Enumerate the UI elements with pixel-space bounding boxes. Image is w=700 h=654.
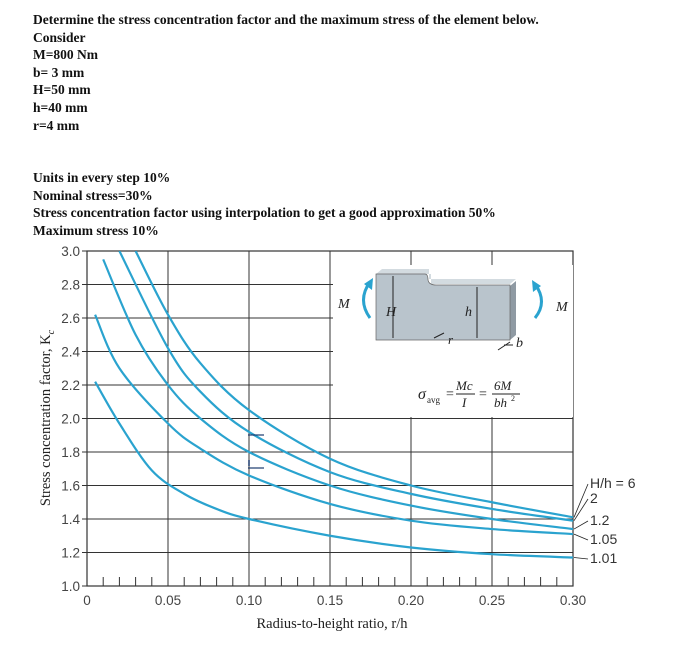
b-label: b [516, 336, 523, 351]
x-axis-title: Radius-to-height ratio, r/h [256, 616, 408, 632]
y-tick-labels: 1.0 1.2 1.4 1.6 1.8 2.0 2.2 2.4 2.6 2.8 3.0 [61, 244, 80, 594]
stepped-bar-side [510, 281, 516, 340]
x-tick-label: 0.20 [398, 593, 424, 608]
formula-sigma: σ [418, 386, 427, 403]
legend-leader [573, 498, 589, 521]
x-tick-label: 0.30 [560, 593, 586, 608]
given-h: h=40 mm [33, 99, 88, 115]
legend-leader [573, 520, 589, 530]
b-dimension [497, 341, 513, 351]
formula-equals-2: = [479, 387, 487, 402]
y-axis-title: Stress concentration factor, Kc [38, 329, 57, 506]
x-tick-labels: 0 0.05 0.10 0.15 0.20 0.25 0.30 [83, 593, 586, 608]
legend-label: H/h = 6 [590, 475, 636, 491]
chart-legend: H/h = 62 1.2 1.05 1.01 [573, 475, 636, 566]
x-tick-label: 0.10 [236, 593, 262, 608]
H-label: H [385, 305, 397, 320]
problem-title: Determine the stress concentration facto… [33, 12, 539, 27]
y-tick-label: 2.6 [61, 311, 80, 326]
stepped-bar-top [376, 269, 516, 284]
x-tick-label: 0.05 [155, 593, 181, 608]
legend-leader [573, 533, 589, 541]
x-minor-ticks [102, 577, 558, 586]
given-r: r=4 mm [33, 117, 80, 133]
plot-border [86, 250, 574, 587]
moment-right-label: M [555, 300, 569, 315]
x-tick-label: 0.25 [479, 593, 505, 608]
y-tick-label: 1.2 [61, 546, 80, 561]
r-leader [433, 332, 445, 339]
y-tick-label: 1.6 [61, 479, 80, 494]
nominal-stress-formula: σ avg = Mc I = 6M bh 2 [418, 378, 520, 410]
h-label: h [465, 305, 472, 320]
grading-max: Maximum stress 10% [33, 222, 159, 238]
formula-sigma-sub: avg [427, 395, 440, 405]
left-moment-arrowhead [364, 278, 373, 290]
legend-label: 1.2 [590, 512, 610, 528]
formula-mc: Mc [455, 378, 473, 393]
y-tick-label: 2.8 [61, 278, 80, 293]
formula-6m: 6M [494, 378, 513, 393]
formula-equals-1: = [446, 387, 454, 402]
grading-factor: Stress concentration factor using interp… [33, 205, 496, 221]
given-moment: M=800 Nm [33, 47, 99, 63]
y-tick-label: 1.8 [61, 445, 80, 460]
legend-leader [573, 483, 589, 518]
curve-series-2 [118, 251, 573, 522]
grading-nominal: Nominal stress=30% [33, 187, 153, 203]
y-tick-label: 2.4 [61, 345, 80, 360]
curve-series-4 [94, 314, 573, 536]
problem-statement: Determine the stress concentration facto… [33, 11, 683, 240]
y-tick-label: 1.0 [61, 579, 80, 594]
chart-curves [94, 251, 573, 559]
pencil-marks [248, 434, 264, 469]
formula-bh: bh [494, 395, 507, 410]
moment-left-label: M [337, 297, 351, 312]
formula-bh-sup: 2 [511, 394, 515, 403]
curve-series-1 [134, 251, 573, 519]
grading-units: Units in every step 10% [33, 170, 171, 186]
consider-label: Consider [33, 29, 86, 45]
x-tick-label: 0.15 [317, 593, 343, 608]
legend-label: 2 [590, 490, 598, 506]
r-label: r [448, 332, 454, 347]
curve-series-3 [102, 258, 573, 531]
y-tick-label: 1.4 [61, 512, 80, 527]
legend-leader [573, 557, 589, 560]
curve-series-5 [94, 381, 573, 559]
given-b: b= 3 mm [33, 64, 85, 80]
y-tick-label: 2.2 [61, 378, 80, 393]
x-tick-label: 0 [83, 593, 91, 608]
right-moment-arrowhead [532, 280, 541, 292]
chart-frame [82, 250, 574, 587]
inset-diagram: M M H h r b σ avg = Mc I = 6M bh 2 [333, 265, 573, 417]
formula-i: I [461, 395, 467, 410]
given-H: H=50 mm [33, 82, 91, 98]
y-tick-label: 3.0 [61, 244, 80, 259]
y-tick-label: 2.0 [61, 412, 80, 427]
legend-label: 1.05 [590, 531, 617, 547]
legend-label: 1.01 [590, 550, 617, 566]
